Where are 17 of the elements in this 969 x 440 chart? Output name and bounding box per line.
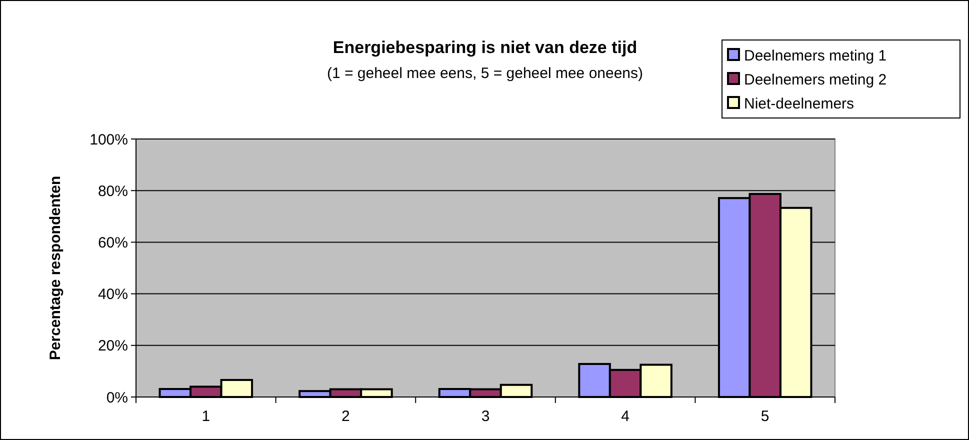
y-tick-label: 40% <box>98 286 128 304</box>
y-tick-label: 60% <box>98 234 128 252</box>
y-tick-label: 20% <box>98 338 128 355</box>
x-tick-label: 2 <box>342 408 350 425</box>
y-tick-label: 80% <box>98 182 128 200</box>
y-axis-title: Percentage respondenten <box>47 176 64 360</box>
x-tick-label: 1 <box>202 408 210 425</box>
x-tick-label: 5 <box>760 408 770 425</box>
chart-subtitle: (1 = geheel mee eens, 5 = geheel mee oneens) <box>326 65 644 82</box>
legend-label: Niet-deelnemers <box>744 95 854 112</box>
y-tick-label: 0% <box>106 389 128 406</box>
y-tick-label: 100% <box>90 131 128 148</box>
chart-title: Energiebesparing is niet van deze tijd <box>332 38 638 57</box>
legend-label: Deelnemers meting 1 <box>744 47 887 64</box>
x-tick-label: 4 <box>621 408 630 425</box>
x-tick-label: 3 <box>481 408 490 425</box>
legend-label: Deelnemers meting 2 <box>744 71 887 88</box>
